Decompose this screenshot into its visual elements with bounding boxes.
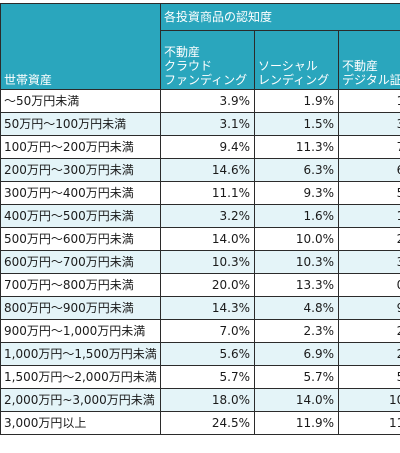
table-cell: 9.4%: [160, 135, 255, 159]
table-cell: 11.9%: [254, 411, 339, 435]
row-label: 200万円〜300万円未満: [0, 158, 161, 182]
table-cell: 5.6%: [160, 342, 255, 366]
row-label: 3,000万円以上: [0, 411, 161, 435]
table-cell: 20.0%: [160, 273, 255, 297]
table-cell: 4.8%: [254, 296, 339, 320]
table-cell: 6.9%: [254, 342, 339, 366]
row-label: 〜50万円未満: [0, 89, 161, 113]
table-cell: 1.6%: [254, 204, 339, 228]
row-label: 400万円〜500万円未満: [0, 204, 161, 228]
table-cell: 1.5%: [254, 112, 339, 136]
row-label: 1,000万円〜1,500万円未満: [0, 342, 161, 366]
row-label: 900万円〜1,000万円未満: [0, 319, 161, 343]
table-cell: 1.: [337, 89, 400, 113]
table-cell: 3.9%: [160, 89, 255, 113]
row-label: 50万円〜100万円未満: [0, 112, 161, 136]
row-header-household-assets: 世帯資産: [0, 3, 161, 90]
table-cell: 2.: [337, 319, 400, 343]
row-label: 800万円〜900万円未満: [0, 296, 161, 320]
table-header: 世帯資産 各投資商品の認知度 不動産 クラウド ファンディング ソーシャル レン…: [0, 3, 400, 90]
table-cell: 6.3%: [254, 158, 339, 182]
table-cell: 3.: [337, 112, 400, 136]
row-label: 700万円〜800万円未満: [0, 273, 161, 297]
table-cell: 24.5%: [160, 411, 255, 435]
table-cell: 14.6%: [160, 158, 255, 182]
table-cell: 3.2%: [160, 204, 255, 228]
awareness-table: 世帯資産 各投資商品の認知度 不動産 クラウド ファンディング ソーシャル レン…: [0, 3, 400, 435]
table-cell: 10.0%: [254, 227, 339, 251]
table-cell: 14.0%: [254, 388, 339, 412]
column-header-social-lending: ソーシャル レンディング: [254, 30, 339, 90]
table-cell: 2.3%: [254, 319, 339, 343]
table-cell: 10.3%: [160, 250, 255, 274]
table-cell: 14.0%: [160, 227, 255, 251]
row-label: 2,000万円~3,000万円未満: [0, 388, 161, 412]
row-label: 500万円〜600万円未満: [0, 227, 161, 251]
table-cell: 6.: [337, 158, 400, 182]
awareness-table-container: 世帯資産 各投資商品の認知度 不動産 クラウド ファンディング ソーシャル レン…: [0, 3, 400, 435]
table-cell: 18.0%: [160, 388, 255, 412]
row-label: 1,500万円〜2,000万円未満: [0, 365, 161, 389]
table-cell: 0.: [337, 273, 400, 297]
table-cell: 7.0%: [160, 319, 255, 343]
table-cell: 9.: [337, 296, 400, 320]
table-cell: 14.3%: [160, 296, 255, 320]
row-label: 300万円〜400万円未満: [0, 181, 161, 205]
table-cell: 1.: [337, 204, 400, 228]
table-cell: 2.: [337, 342, 400, 366]
table-cell: 3.1%: [160, 112, 255, 136]
table-cell: 2.: [337, 227, 400, 251]
table-cell: 11.: [337, 411, 400, 435]
row-label: 100万円〜200万円未満: [0, 135, 161, 159]
table-cell: 5.7%: [254, 365, 339, 389]
table-cell: 10.: [337, 388, 400, 412]
table-cell: 11.1%: [160, 181, 255, 205]
table-cell: 1.9%: [254, 89, 339, 113]
row-label: 600万円〜700万円未満: [0, 250, 161, 274]
column-header-real-estate-crowdfunding: 不動産 クラウド ファンディング: [160, 30, 255, 90]
table-cell: 5.: [337, 365, 400, 389]
table-cell: 3.: [337, 250, 400, 274]
table-cell: 7.: [337, 135, 400, 159]
table-cell: 5.7%: [160, 365, 255, 389]
table-cell: 13.3%: [254, 273, 339, 297]
table-cell: 10.3%: [254, 250, 339, 274]
table-cell: 5.: [337, 181, 400, 205]
table-body: 〜50万円未満3.9%1.9%1.50万円〜100万円未満3.1%1.5%3.1…: [0, 89, 400, 435]
column-header-real-estate-digital-securities: 不動産 デジタル証: [337, 30, 400, 90]
table-cell: 11.3%: [254, 135, 339, 159]
group-header-awareness: 各投資商品の認知度: [159, 3, 400, 31]
table-cell: 9.3%: [254, 181, 339, 205]
